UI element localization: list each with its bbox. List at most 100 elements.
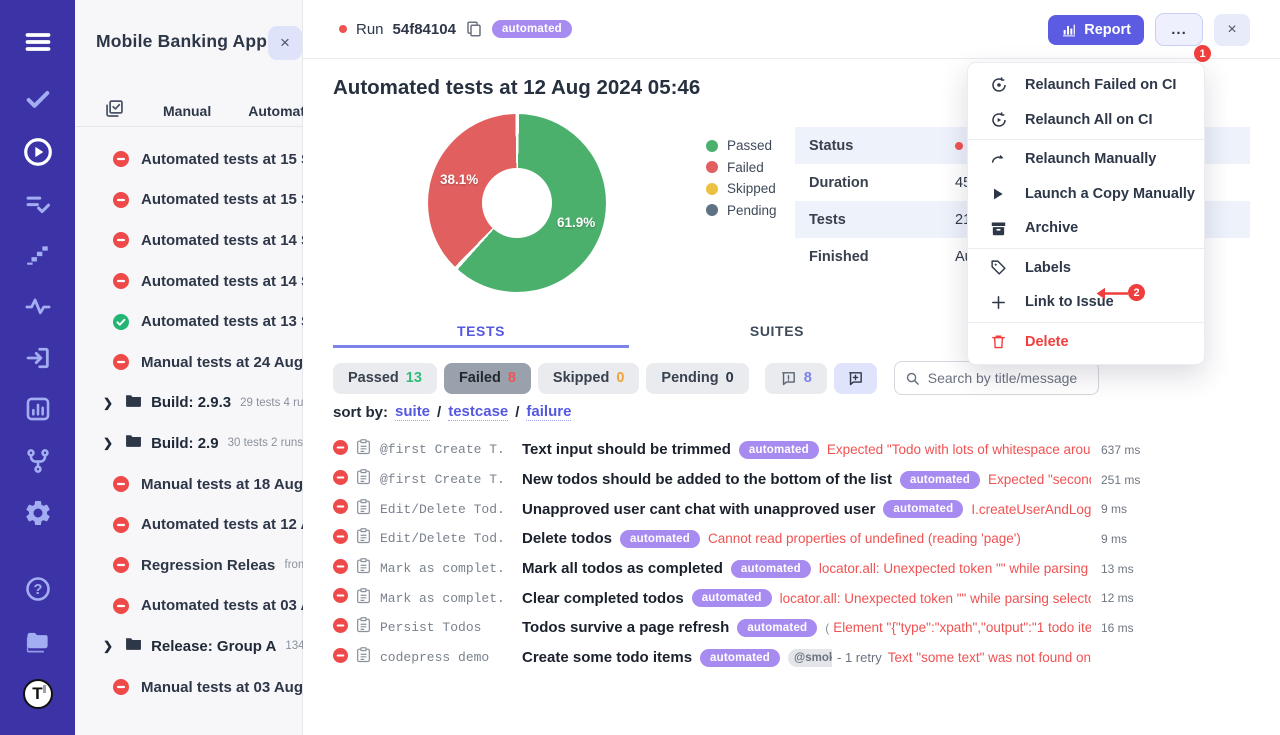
test-row[interactable]: @first Create T... New todos should be a… [333,465,1153,495]
menu-item-archive[interactable]: Archive [968,211,1204,246]
test-row[interactable]: @first Create T... Text input should be … [333,435,1153,465]
duration: 12 ms [1101,591,1134,606]
search-input[interactable] [927,370,1078,386]
chevron-right-icon[interactable]: ❯ [103,436,114,451]
sort-by-suite[interactable]: suite [395,403,431,421]
archive-icon [990,220,1008,237]
menu-item-relaunch-manually[interactable]: Relaunch Manually [968,142,1204,177]
failed-status-icon [113,273,129,290]
close-run-button[interactable]: × [1214,13,1250,46]
copy-icon[interactable] [465,20,483,38]
failed-status-icon [113,232,129,249]
test-row[interactable]: Mark as complet... Clear completed todos… [333,583,1153,613]
report-button[interactable]: Report [1048,14,1144,45]
run-list-item[interactable]: Automated tests at 14 Sep 2024 [75,220,303,261]
testomat-logo[interactable]: T [0,679,75,709]
test-row[interactable]: Mark as complet... Mark all todos as com… [333,554,1153,584]
folder-icon [125,433,142,453]
menu-icon[interactable] [0,28,75,56]
tests-check-icon[interactable] [0,86,75,114]
milestones-stairs-icon[interactable] [0,242,75,268]
group-meta: 29 tests 4 runs [240,396,303,409]
sort-separator: / [515,403,520,421]
sort-by-failure[interactable]: failure [526,403,572,421]
automated-badge: automated [491,20,572,38]
sort-by-testcase[interactable]: testcase [448,403,509,421]
duration: 9 ms [1101,502,1128,517]
help-icon[interactable]: ? [0,575,75,603]
menu-divider [968,247,1204,249]
retry-label: - 1 retry [837,650,882,666]
annotation-badge-1: 1 [1194,45,1211,62]
run-list-item[interactable]: Manual tests at 18 Aug 2024 [75,464,303,505]
menu-item-relaunch-all[interactable]: Relaunch All on CI [968,103,1204,138]
panel-close-button[interactable]: × [268,26,302,60]
test-row[interactable]: Edit/Delete Tod... Unapproved user cant … [333,494,1153,524]
run-list-item[interactable]: Regression Release 2.8 from [75,545,303,586]
branches-git-icon[interactable] [0,447,75,475]
error-message: Expected "second" b [987,472,1091,488]
tab-manual[interactable]: Manual [163,103,212,119]
run-list-item[interactable]: Manual tests at 03 Aug 2024 [75,667,303,708]
status-value-dot [955,141,963,150]
donut-hole [482,168,552,238]
test-row[interactable]: Persist Todos Todos survive a page refre… [333,613,1153,643]
add-comment-button[interactable] [833,362,877,394]
failed-status-icon [113,354,129,371]
tab-tests[interactable]: TESTS [333,318,629,348]
menu-item-delete[interactable]: Delete [968,325,1204,360]
run-list-item[interactable]: Automated tests at 15 Sep 2024 [75,180,303,221]
run-group-item[interactable]: ❯ Build: 2.9.3 29 tests 4 runs [103,394,303,412]
chevron-right-icon[interactable]: ❯ [103,639,114,654]
run-list-item[interactable]: Automated tests at 14 Sep 2024 [75,261,303,302]
filter-failed[interactable]: Failed 8 [443,362,531,394]
run-topbar: Run 54f84104 automated Report ... × 1 [303,0,1280,62]
menu-item-relaunch-failed[interactable]: Relaunch Failed on CI [968,68,1204,103]
legend-item: Skipped [706,178,777,200]
group-meta: 30 tests 2 runs [227,437,303,450]
primary-sidebar: ? T [0,0,75,735]
filter-comments[interactable]: 8 [764,362,827,394]
run-list-item[interactable]: Manual tests at 24 Aug 2024 [75,342,303,383]
legend-item: Passed [706,135,777,157]
analytics-pulse-icon[interactable] [0,293,75,321]
run-list-item[interactable]: Automated tests at 13 Sep 2024 [75,301,303,342]
more-actions-button[interactable]: ... [1155,13,1203,46]
relaunch-failed-icon [990,76,1008,94]
run-group-item[interactable]: ❯ Release: Group A 134 tests [103,637,303,655]
test-row[interactable]: Edit/Delete Tod... Delete todos automated… [333,524,1153,554]
filter-passed[interactable]: Passed 13 [333,362,437,394]
chevron-right-icon[interactable]: ❯ [103,395,114,410]
failed-status-icon [113,151,129,168]
menu-item-launch-copy[interactable]: Launch a Copy Manually [968,177,1204,212]
run-actions-menu: Relaunch Failed on CI Relaunch All on CI… [967,62,1205,365]
filter-skipped[interactable]: Skipped 0 [537,362,640,394]
filter-pending[interactable]: Pending 0 [646,362,749,394]
run-detail: Run 54f84104 automated Report ... × 1 Au… [303,0,1280,735]
pull-in-icon[interactable] [0,344,75,372]
run-list-item[interactable]: Automated tests at 03 Aug [75,586,303,627]
panel-divider [75,126,303,127]
search-icon [906,372,919,385]
failed-status-icon [333,558,348,579]
run-list-item[interactable]: Automated tests at 12 Aug [75,504,303,545]
close-icon: × [1227,20,1237,38]
test-row[interactable]: codepress demo Create some todo items aut… [333,643,1153,673]
run-list-item[interactable]: Automated tests at 15 Sep 2024 [75,139,303,180]
failed-status-icon [113,191,129,208]
settings-gear-icon[interactable] [0,498,75,528]
menu-divider [968,139,1204,140]
menu-item-link-to-issue[interactable]: Link to Issue [968,285,1204,320]
tab-suites[interactable]: SUITES [749,323,805,339]
projects-folder-icon[interactable] [0,626,75,656]
test-plan-list-check-icon[interactable] [0,190,75,218]
menu-item-labels[interactable]: Labels [968,251,1204,286]
failed-status-icon [333,647,348,668]
automated-badge: automated [730,559,811,578]
reports-bar-chart-icon[interactable] [0,395,75,423]
run-group-item[interactable]: ❯ Build: 2.9 30 tests 2 runs [103,433,303,453]
automated-badge: automated [738,440,819,459]
error-message: Text "some text" was not found on pa [887,650,1091,666]
runs-play-circle-icon[interactable] [0,136,75,168]
run-meta: from [284,559,303,572]
